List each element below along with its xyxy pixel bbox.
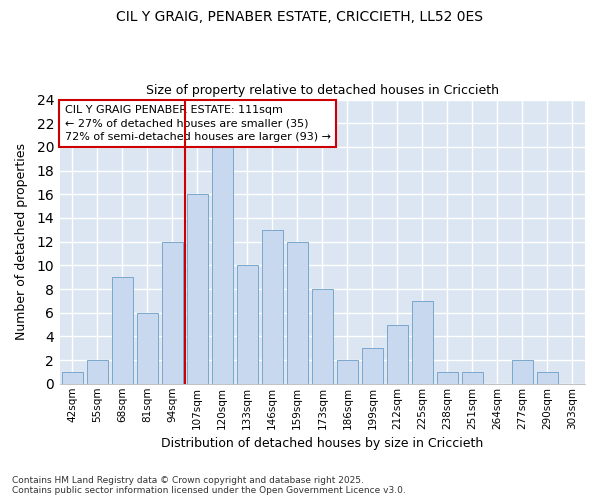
Bar <box>387 324 408 384</box>
Bar <box>86 360 108 384</box>
Bar <box>462 372 483 384</box>
Bar <box>311 289 333 384</box>
Bar <box>161 242 183 384</box>
Title: Size of property relative to detached houses in Criccieth: Size of property relative to detached ho… <box>146 84 499 97</box>
Text: CIL Y GRAIG, PENABER ESTATE, CRICCIETH, LL52 0ES: CIL Y GRAIG, PENABER ESTATE, CRICCIETH, … <box>116 10 484 24</box>
Bar <box>512 360 533 384</box>
Bar <box>287 242 308 384</box>
Bar <box>62 372 83 384</box>
Bar <box>537 372 558 384</box>
Bar <box>412 301 433 384</box>
Bar <box>337 360 358 384</box>
Bar <box>262 230 283 384</box>
Bar <box>137 312 158 384</box>
Text: CIL Y GRAIG PENABER ESTATE: 111sqm
← 27% of detached houses are smaller (35)
72%: CIL Y GRAIG PENABER ESTATE: 111sqm ← 27%… <box>65 105 331 142</box>
Bar <box>187 194 208 384</box>
X-axis label: Distribution of detached houses by size in Criccieth: Distribution of detached houses by size … <box>161 437 484 450</box>
Bar <box>212 147 233 384</box>
Bar <box>437 372 458 384</box>
Bar <box>112 277 133 384</box>
Bar <box>362 348 383 384</box>
Bar <box>236 266 258 384</box>
Y-axis label: Number of detached properties: Number of detached properties <box>15 143 28 340</box>
Text: Contains HM Land Registry data © Crown copyright and database right 2025.
Contai: Contains HM Land Registry data © Crown c… <box>12 476 406 495</box>
